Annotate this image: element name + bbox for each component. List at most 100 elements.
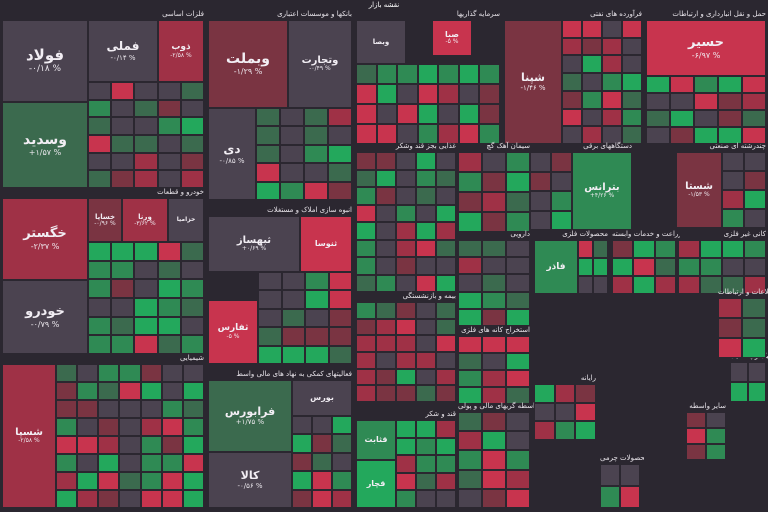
stock-tile[interactable]: [744, 240, 766, 258]
stock-tile[interactable]: [281, 308, 305, 328]
stock-tile[interactable]: [744, 258, 766, 276]
stock-tile[interactable]: [88, 316, 112, 336]
stock-tile[interactable]: [506, 370, 530, 387]
stock-tile[interactable]: [134, 152, 158, 171]
stock-tile[interactable]: [356, 104, 377, 124]
stock-tile[interactable]: [482, 450, 506, 470]
stock-tile[interactable]: [312, 416, 332, 435]
stock-tile[interactable]: [436, 472, 456, 491]
stock-tile[interactable]: [312, 452, 332, 472]
stock-tile[interactable]: [482, 431, 506, 451]
stock-tile[interactable]: [396, 169, 416, 187]
stock-tile[interactable]: [458, 488, 482, 508]
stock-tile[interactable]: فرابورس +۱/۷۵ %: [208, 380, 292, 452]
stock-tile[interactable]: [416, 169, 436, 187]
stock-tile[interactable]: [396, 385, 416, 402]
stock-tile[interactable]: [506, 240, 530, 258]
stock-tile[interactable]: [111, 117, 135, 135]
stock-tile[interactable]: [157, 316, 181, 336]
stock-tile[interactable]: [582, 108, 602, 127]
stock-tile[interactable]: [748, 382, 766, 402]
stock-tile[interactable]: [157, 298, 181, 317]
stock-tile[interactable]: [436, 302, 456, 319]
stock-tile[interactable]: [730, 362, 748, 382]
stock-tile[interactable]: [111, 279, 135, 298]
stock-tile[interactable]: [506, 387, 530, 404]
stock-tile[interactable]: [722, 190, 744, 209]
stock-tile[interactable]: [56, 436, 78, 454]
stock-tile[interactable]: [304, 126, 328, 145]
stock-tile[interactable]: [356, 204, 376, 222]
stock-tile[interactable]: [396, 472, 416, 491]
stock-tile[interactable]: [612, 258, 634, 276]
stock-tile[interactable]: [356, 368, 376, 386]
stock-tile[interactable]: [438, 64, 459, 84]
stock-tile[interactable]: [578, 276, 593, 294]
stock-tile[interactable]: [534, 421, 555, 440]
stock-tile[interactable]: [328, 108, 352, 127]
stock-tile[interactable]: [88, 242, 112, 261]
stock-tile[interactable]: [479, 64, 500, 84]
stock-tile[interactable]: [180, 152, 204, 171]
stock-tile[interactable]: ذوب -۲/۵۸ %: [158, 20, 204, 82]
stock-tile[interactable]: [332, 416, 352, 435]
stock-tile[interactable]: [633, 258, 655, 276]
stock-tile[interactable]: [161, 400, 183, 418]
stock-tile[interactable]: [77, 364, 99, 382]
stock-tile[interactable]: [376, 187, 396, 205]
stock-tile[interactable]: [582, 55, 602, 74]
stock-tile[interactable]: [551, 210, 572, 230]
stock-tile[interactable]: [256, 108, 280, 127]
stock-tile[interactable]: [458, 257, 482, 275]
stock-tile[interactable]: [416, 239, 436, 257]
stock-tile[interactable]: [396, 335, 416, 352]
stock-tile[interactable]: [620, 464, 640, 486]
stock-tile[interactable]: [376, 169, 396, 187]
stock-tile[interactable]: [718, 93, 742, 110]
stock-tile[interactable]: [140, 490, 162, 508]
stock-tile[interactable]: [134, 298, 158, 317]
stock-tile[interactable]: [417, 84, 439, 104]
stock-tile[interactable]: [458, 336, 482, 353]
stock-tile[interactable]: [458, 192, 482, 212]
stock-tile[interactable]: [742, 338, 766, 358]
stock-tile[interactable]: [134, 242, 158, 261]
stock-tile[interactable]: [646, 76, 670, 93]
stock-tile[interactable]: [157, 82, 181, 100]
stock-tile[interactable]: [436, 385, 456, 402]
stock-tile[interactable]: [98, 400, 120, 418]
stock-tile[interactable]: [744, 190, 766, 209]
stock-tile[interactable]: [256, 144, 280, 164]
stock-tile[interactable]: [140, 382, 162, 400]
stock-tile[interactable]: [602, 55, 622, 74]
stock-tile[interactable]: [436, 187, 456, 205]
stock-tile[interactable]: [602, 108, 622, 127]
stock-tile[interactable]: [575, 421, 596, 440]
stock-tile[interactable]: [256, 126, 280, 145]
stock-tile[interactable]: [530, 191, 551, 211]
stock-tile[interactable]: [458, 450, 482, 470]
stock-tile[interactable]: [694, 93, 718, 110]
stock-tile[interactable]: [182, 454, 204, 472]
stock-tile[interactable]: [744, 276, 766, 294]
stock-tile[interactable]: [506, 257, 530, 275]
stock-tile[interactable]: [356, 352, 376, 369]
stock-tile[interactable]: [161, 364, 183, 382]
stock-tile[interactable]: [458, 370, 482, 387]
stock-tile[interactable]: [416, 222, 436, 240]
stock-tile[interactable]: [397, 84, 418, 104]
stock-tile[interactable]: [332, 489, 352, 508]
stock-tile[interactable]: [119, 382, 141, 400]
stock-tile[interactable]: [292, 489, 312, 508]
stock-tile[interactable]: فولاد -۰/۱۸ %: [2, 20, 88, 102]
stock-tile[interactable]: [620, 486, 640, 508]
stock-tile[interactable]: [706, 428, 726, 444]
stock-tile[interactable]: [356, 302, 376, 319]
stock-tile[interactable]: [376, 84, 398, 104]
stock-tile[interactable]: [305, 272, 329, 291]
stock-tile[interactable]: [554, 402, 576, 422]
stock-tile[interactable]: [646, 93, 670, 110]
stock-tile[interactable]: [111, 99, 135, 118]
stock-tile[interactable]: [134, 260, 158, 280]
stock-tile[interactable]: [356, 335, 376, 352]
